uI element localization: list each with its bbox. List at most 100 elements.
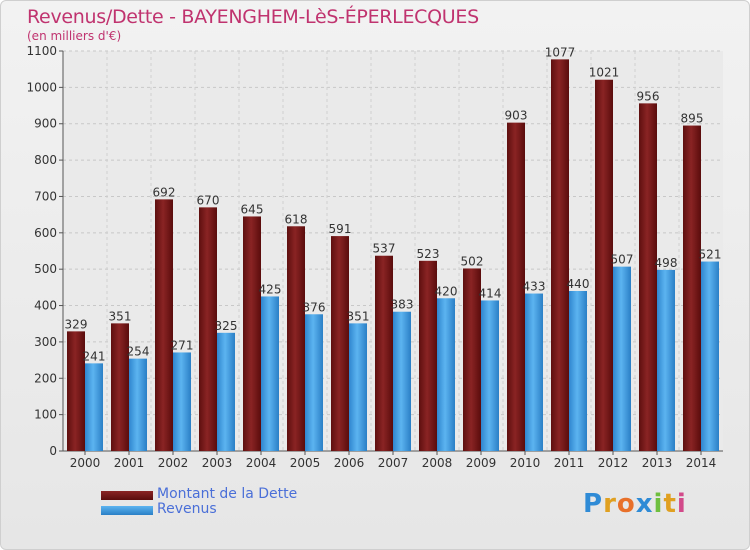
- y-tick-label: 700: [34, 189, 57, 203]
- x-tick-label: 2003: [202, 456, 233, 470]
- y-tick-label: 800: [34, 153, 57, 167]
- legend-label-debt: Montant de la Dette: [157, 486, 298, 502]
- y-tick-label: 600: [34, 226, 57, 240]
- y-tick-label: 1100: [26, 44, 57, 58]
- data-label: 271: [171, 338, 194, 352]
- data-label: 507: [611, 253, 634, 267]
- data-label: 1021: [589, 66, 620, 80]
- bar-dette: [639, 103, 657, 451]
- bar-dette: [155, 199, 173, 451]
- data-label: 537: [373, 242, 396, 256]
- y-tick-label: 300: [34, 335, 57, 349]
- data-label: 325: [215, 319, 238, 333]
- logo-letter: o: [616, 489, 636, 519]
- data-label: 498: [655, 256, 678, 270]
- data-label: 241: [83, 349, 106, 363]
- bar-dette: [199, 207, 217, 451]
- chart-title: Revenus/Dette - BAYENGHEM-LèS-ÉPERLECQUE…: [27, 6, 479, 28]
- y-tick-label: 200: [34, 371, 57, 385]
- bar-revenus: [129, 358, 147, 451]
- bar-dette: [463, 268, 481, 451]
- bar-dette: [551, 59, 569, 451]
- x-tick-label: 2013: [642, 456, 673, 470]
- y-tick-label: 900: [34, 117, 57, 131]
- bar-revenus: [85, 363, 103, 451]
- x-tick-label: 2011: [554, 456, 585, 470]
- x-tick-label: 2004: [246, 456, 277, 470]
- bar-revenus: [393, 311, 411, 451]
- bar-revenus: [305, 314, 323, 451]
- x-tick-label: 2014: [686, 456, 717, 470]
- data-label: 440: [567, 277, 590, 291]
- bar-dette: [419, 260, 437, 451]
- proxiti-logo: Proxiti: [583, 489, 687, 519]
- data-label: 521: [699, 248, 722, 262]
- data-label: 254: [127, 345, 150, 359]
- x-tick-label: 2005: [290, 456, 321, 470]
- data-label: 618: [285, 212, 308, 226]
- bar-dette: [331, 236, 349, 451]
- data-label: 414: [479, 286, 502, 300]
- logo-letter: x: [635, 489, 654, 519]
- bar-revenus: [613, 266, 631, 451]
- bar-revenus: [701, 261, 719, 451]
- logo-letter: i: [676, 489, 687, 519]
- bar-dette: [375, 255, 393, 451]
- x-tick-label: 2008: [422, 456, 453, 470]
- bar-revenus: [349, 323, 367, 451]
- bars: [67, 59, 719, 452]
- bar-revenus: [217, 332, 235, 451]
- bar-revenus: [525, 293, 543, 451]
- bar-dette: [67, 331, 85, 451]
- legend-swatch-debt: [101, 491, 153, 500]
- bar-revenus: [657, 269, 675, 451]
- logo-letter: P: [583, 489, 604, 519]
- data-label: 420: [435, 284, 458, 298]
- data-label: 903: [505, 109, 528, 123]
- bar-revenus: [569, 291, 587, 451]
- data-label: 502: [461, 254, 484, 268]
- bar-revenus: [261, 296, 279, 451]
- legend-label-revenus: Revenus: [157, 501, 217, 517]
- data-label: 351: [109, 309, 132, 323]
- data-label: 376: [303, 300, 326, 314]
- logo-letter: r: [603, 489, 617, 519]
- data-label: 433: [523, 280, 546, 294]
- legend-swatch-revenus: [101, 506, 153, 515]
- data-label: 645: [241, 202, 264, 216]
- data-label: 895: [681, 112, 704, 126]
- bar-dette: [287, 226, 305, 451]
- y-tick-label: 1000: [26, 80, 57, 94]
- data-label: 956: [637, 89, 660, 103]
- x-tick-label: 2010: [510, 456, 541, 470]
- bar-revenus: [173, 352, 191, 451]
- x-tick-label: 2007: [378, 456, 409, 470]
- x-tick-label: 2002: [158, 456, 189, 470]
- logo-letter: i: [653, 489, 664, 519]
- value-labels: 329 241 351 254 692 271 670 325 645 425 618 376 591 3…: [65, 45, 722, 363]
- bar-dette: [683, 125, 701, 451]
- bar-revenus: [437, 298, 455, 451]
- y-tick-label: 400: [34, 299, 57, 313]
- data-label: 692: [153, 185, 176, 199]
- chart-subtitle: (en milliers d'€): [27, 29, 122, 43]
- bar-revenus: [481, 300, 499, 451]
- x-tick-label: 2009: [466, 456, 497, 470]
- data-label: 591: [329, 222, 352, 236]
- bar-dette: [507, 122, 525, 452]
- y-tick-label: 100: [34, 408, 57, 422]
- x-tick-label: 2012: [598, 456, 629, 470]
- x-tick-label: 2006: [334, 456, 365, 470]
- data-label: 1077: [545, 45, 576, 59]
- data-label: 425: [259, 282, 282, 296]
- data-label: 351: [347, 309, 370, 323]
- bar-dette: [111, 323, 129, 451]
- x-tick-label: 2001: [114, 456, 145, 470]
- y-tick-label: 0: [49, 444, 57, 458]
- logo-letter: t: [663, 489, 677, 519]
- data-label: 383: [391, 298, 414, 312]
- y-tick-label: 500: [34, 262, 57, 276]
- bar-dette: [595, 79, 613, 452]
